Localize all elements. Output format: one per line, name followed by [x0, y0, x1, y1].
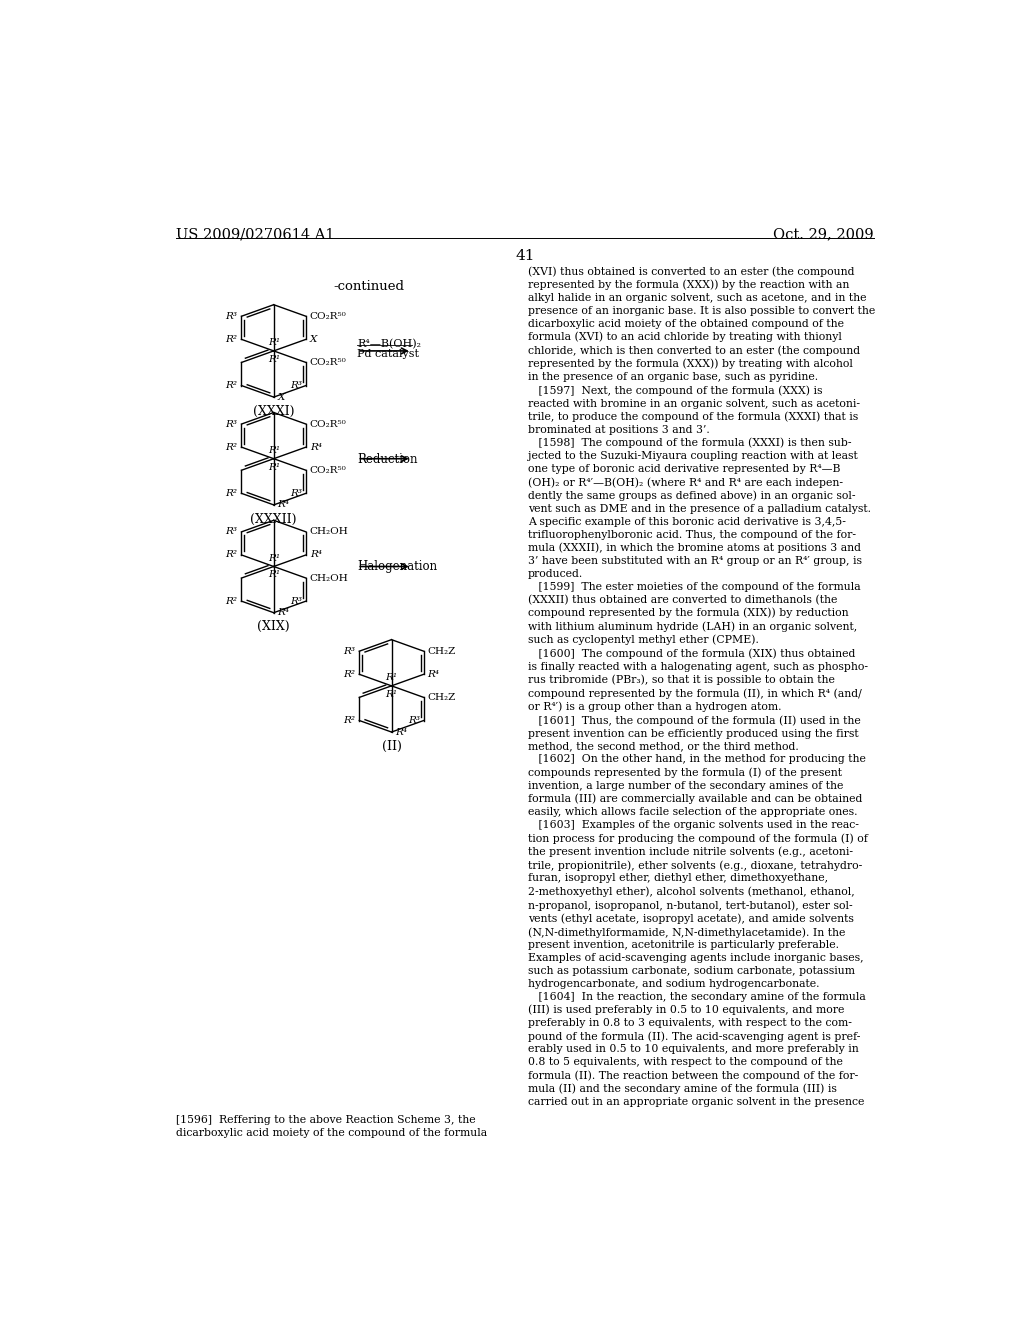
Text: R²: R² — [225, 381, 238, 389]
Text: [1596]  Reffering to the above Reaction Scheme 3, the
dicarboxylic acid moiety o: [1596] Reffering to the above Reaction S… — [176, 1114, 487, 1138]
Text: X: X — [310, 335, 317, 343]
Text: CO₂R⁵⁰: CO₂R⁵⁰ — [310, 420, 346, 429]
Text: CO₂R⁵⁰: CO₂R⁵⁰ — [310, 466, 346, 475]
Text: R¹: R¹ — [385, 689, 397, 698]
Text: (XXXI): (XXXI) — [253, 405, 295, 418]
Text: R²: R² — [343, 669, 355, 678]
Text: R¹: R¹ — [267, 355, 280, 364]
Text: CH₂Z: CH₂Z — [428, 647, 456, 656]
Text: R⁴: R⁴ — [395, 727, 408, 737]
Text: R²: R² — [225, 335, 238, 343]
Text: R¹: R¹ — [267, 338, 280, 347]
Text: R¹: R¹ — [385, 673, 397, 682]
Text: Pd catalyst: Pd catalyst — [357, 350, 420, 359]
Text: R³: R³ — [343, 647, 355, 656]
Text: CO₂R⁵⁰: CO₂R⁵⁰ — [310, 358, 346, 367]
Text: CO₂R⁵⁰: CO₂R⁵⁰ — [310, 312, 346, 321]
Text: R⁴—B(OH)₂: R⁴—B(OH)₂ — [357, 339, 422, 348]
Text: R²: R² — [225, 550, 238, 560]
Text: CH₂OH: CH₂OH — [310, 574, 348, 582]
Text: R³: R³ — [290, 597, 302, 606]
Text: X: X — [278, 392, 285, 401]
Text: R⁴: R⁴ — [310, 550, 322, 560]
Text: R⁴: R⁴ — [310, 442, 322, 451]
Text: US 2009/0270614 A1: US 2009/0270614 A1 — [176, 227, 335, 242]
Text: (XIX): (XIX) — [257, 620, 290, 634]
Text: CH₂Z: CH₂Z — [428, 693, 456, 702]
Text: Oct. 29, 2009: Oct. 29, 2009 — [773, 227, 873, 242]
Text: CH₂OH: CH₂OH — [310, 528, 348, 536]
Text: R³: R³ — [408, 715, 420, 725]
Text: Halogenation: Halogenation — [357, 561, 437, 573]
Text: -continued: -continued — [334, 280, 404, 293]
Text: R¹: R¹ — [267, 446, 280, 455]
Text: (XVI) thus obtained is converted to an ester (the compound
represented by the fo: (XVI) thus obtained is converted to an e… — [528, 267, 876, 1107]
Text: R¹: R¹ — [267, 462, 280, 471]
Text: R¹: R¹ — [267, 553, 280, 562]
Text: R²: R² — [225, 488, 238, 498]
Text: R³: R³ — [290, 488, 302, 498]
Text: 41: 41 — [515, 249, 535, 263]
Text: R³: R³ — [225, 420, 238, 429]
Text: (II): (II) — [382, 739, 401, 752]
Text: R²: R² — [225, 597, 238, 606]
Text: R⁴: R⁴ — [278, 500, 290, 510]
Text: R³: R³ — [225, 528, 238, 536]
Text: R⁴: R⁴ — [428, 669, 439, 678]
Text: R⁴: R⁴ — [278, 609, 290, 618]
Text: R³: R³ — [290, 381, 302, 389]
Text: R³: R³ — [225, 312, 238, 321]
Text: Reduction: Reduction — [357, 453, 418, 466]
Text: R¹: R¹ — [267, 570, 280, 579]
Text: (XXXII): (XXXII) — [251, 512, 297, 525]
Text: R²: R² — [225, 442, 238, 451]
Text: R²: R² — [343, 715, 355, 725]
